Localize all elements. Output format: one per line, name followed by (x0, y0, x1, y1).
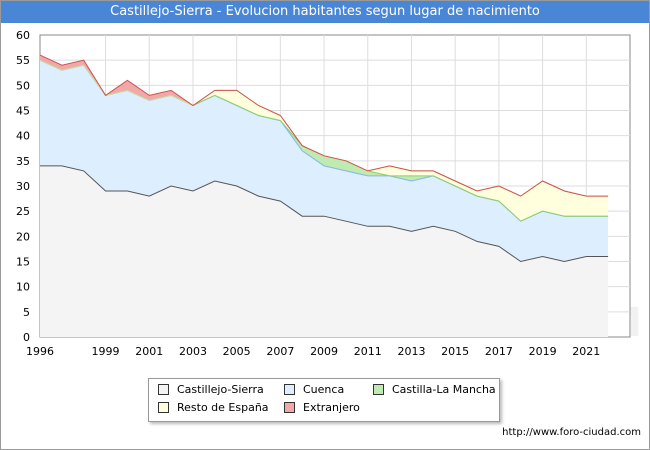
area-resto-de-espana (40, 60, 609, 222)
y-tick-label: 50 (16, 79, 30, 92)
x-tick-label: 2009 (310, 345, 338, 358)
legend-swatch (284, 401, 295, 413)
area-castillejo-sierra (40, 165, 609, 337)
legend-swatch (158, 383, 169, 395)
x-tick-label: 2011 (354, 345, 382, 358)
legend-item-castilla-la-mancha: Castilla-La Mancha (373, 383, 496, 397)
y-tick-label: 0 (23, 331, 30, 344)
x-tick-label: 2005 (223, 345, 251, 358)
legend-swatch (158, 401, 169, 413)
legend-item-extranjero: Extranjero (284, 401, 360, 415)
series-lines (39, 54, 609, 263)
y-tick-label: 45 (16, 105, 30, 118)
x-tick-label: 1999 (92, 345, 120, 358)
x-tick-label: 2019 (529, 345, 557, 358)
x-tick-label: 2003 (179, 345, 207, 358)
y-tick-label: 15 (16, 256, 30, 269)
series-areas (40, 55, 609, 337)
y-tick-label: 35 (16, 155, 30, 168)
y-tick-label: 25 (16, 205, 30, 218)
y-tick-label: 20 (16, 230, 30, 243)
x-tick-label: 1996 (26, 345, 54, 358)
legend-item-resto-de-espana: Resto de España (158, 401, 269, 415)
chart-title: Castillejo-Sierra - Evolucion habitantes… (1, 1, 649, 23)
area-cuenca (40, 60, 609, 262)
legend-label: Resto de España (177, 401, 269, 414)
legend-swatch (373, 383, 384, 395)
y-axis-ticks: 0 5 10 15 20 25 30 35 40 45 50 55 60 (16, 29, 30, 344)
legend-item-cuenca: Cuenca (284, 383, 344, 397)
y-tick-label: 10 (16, 281, 30, 294)
legend-swatch (284, 383, 295, 395)
y-tick-label: 60 (16, 29, 30, 42)
y-tick-label: 5 (23, 306, 30, 319)
legend-label: Castilla-La Mancha (392, 383, 496, 396)
x-axis-ticks: 1996 1999 2001 2003 2005 2007 2009 2011 2013 2015… (26, 345, 600, 358)
source-link[interactable]: http://www.foro-ciudad.com (502, 427, 641, 438)
legend-item-castillejo-sierra: Castillejo-Sierra (158, 383, 264, 397)
y-tick-label: 55 (16, 54, 30, 67)
legend-label: Extranjero (303, 401, 360, 414)
x-tick-label: 2013 (397, 345, 425, 358)
x-tick-label: 2017 (485, 345, 513, 358)
legend-label: Cuenca (303, 383, 345, 396)
x-tick-label: 2021 (572, 345, 600, 358)
legend-label: Castillejo-Sierra (177, 383, 264, 396)
legend: Castillejo-Sierra Cuenca Castilla-La Man… (148, 378, 500, 422)
y-tick-label: 40 (16, 130, 30, 143)
x-tick-label: 2007 (266, 345, 294, 358)
y-tick-label: 30 (16, 180, 30, 193)
x-tick-label: 2015 (441, 345, 469, 358)
line-castillejo-sierra (40, 165, 609, 263)
x-tick-label: 2001 (135, 345, 163, 358)
line-extranjero (39, 54, 609, 197)
